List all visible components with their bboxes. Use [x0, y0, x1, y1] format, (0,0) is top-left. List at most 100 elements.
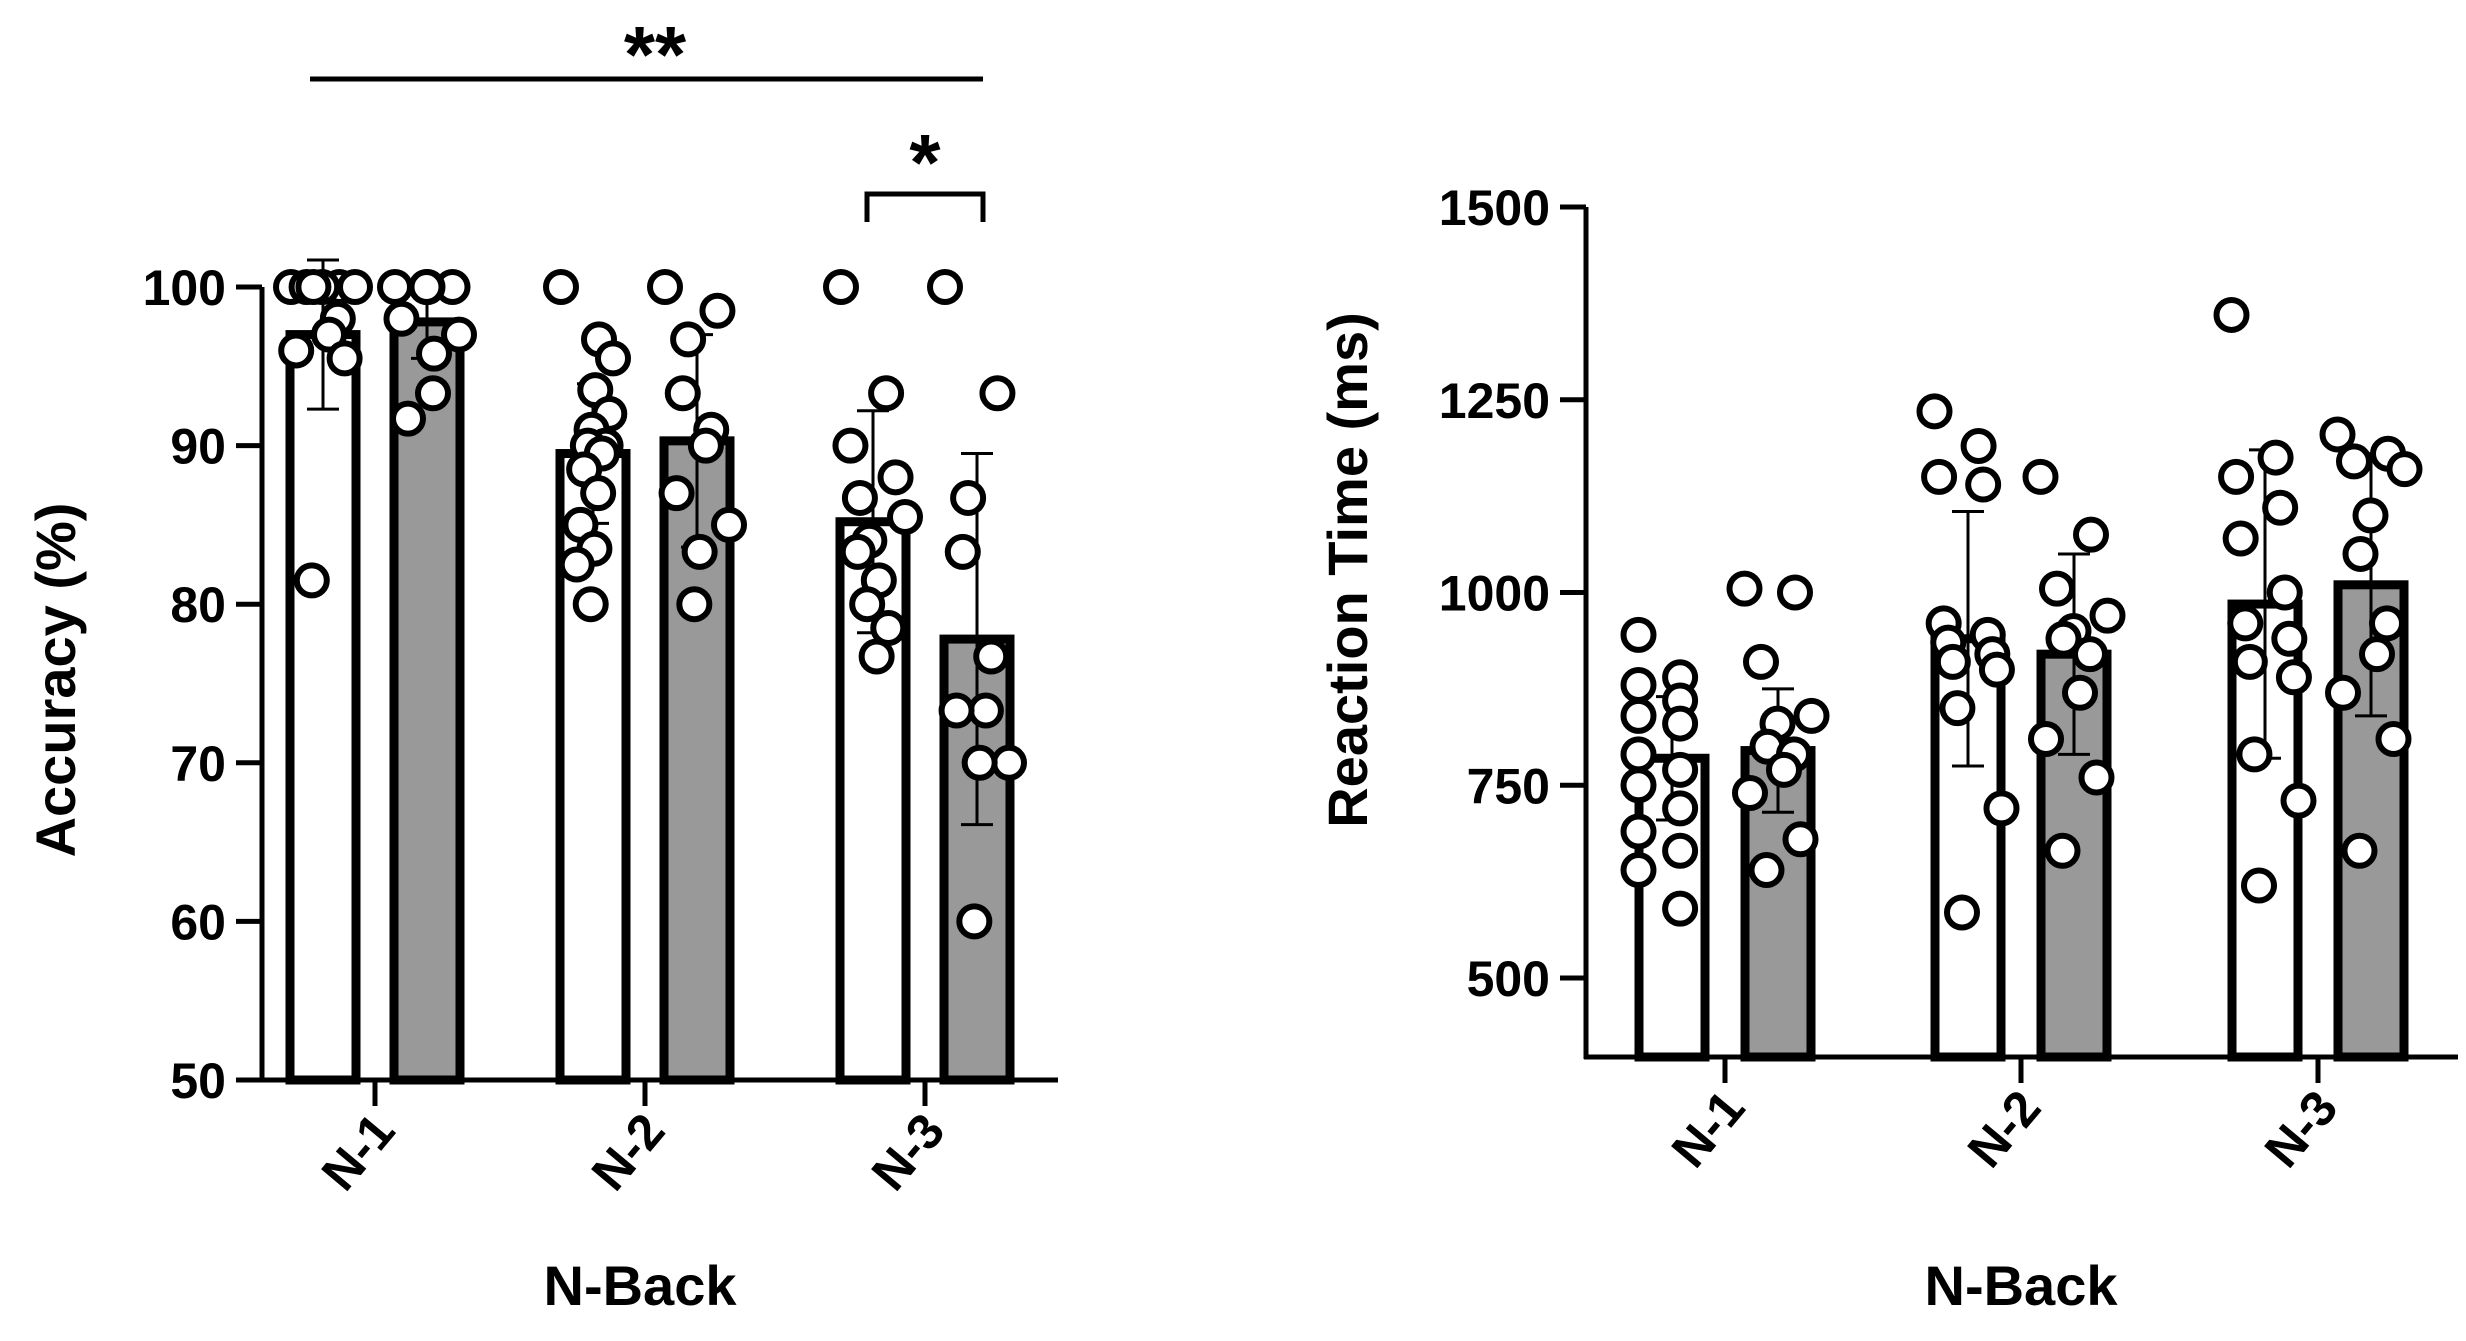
- data-point: [2218, 458, 2255, 495]
- data-point: [2078, 759, 2115, 796]
- x-tick-label-n-3: N-3: [2254, 1080, 2349, 1178]
- data-point: [2089, 597, 2126, 634]
- data-point: [927, 269, 963, 305]
- y-tick-label: 90: [170, 419, 226, 475]
- data-point: [2022, 458, 2059, 495]
- data-point: [2062, 674, 2098, 711]
- sig-label-single-star: *: [909, 118, 941, 207]
- data-point: [973, 638, 1010, 675]
- data-point: [408, 269, 445, 305]
- data-point: [2275, 659, 2312, 696]
- data-point: [295, 269, 332, 305]
- data-point: [647, 269, 683, 305]
- data-point: [2236, 736, 2273, 773]
- data-point: [887, 498, 923, 535]
- data-point: [868, 375, 905, 412]
- y-tick-label: 70: [170, 736, 226, 792]
- significance-annotations: ** *: [310, 10, 986, 222]
- data-point: [956, 903, 993, 940]
- data-point: [1662, 790, 1699, 827]
- data-point: [2045, 620, 2082, 657]
- data-point: [595, 340, 631, 377]
- data-point: [2341, 832, 2378, 869]
- data-point: [944, 533, 981, 570]
- data-point: [664, 375, 701, 412]
- data-point: [1620, 616, 1657, 653]
- data-point: [1620, 767, 1657, 804]
- data-point: [681, 533, 718, 570]
- data-point: [383, 300, 420, 337]
- data-point: [1620, 813, 1657, 850]
- data-point: [823, 269, 859, 305]
- series-gray: [1726, 416, 2423, 1062]
- data-point: [1960, 428, 1997, 465]
- y-tick-label: 50: [170, 1053, 226, 1109]
- data-point: [558, 546, 595, 583]
- data-point: [979, 375, 1016, 412]
- data-point: [1662, 705, 1699, 742]
- sig-label-double-star: **: [624, 10, 687, 99]
- data-point: [839, 533, 876, 570]
- data-point: [2039, 570, 2075, 607]
- data-point: [1793, 697, 1830, 734]
- data-point: [2319, 416, 2356, 453]
- data-point: [699, 292, 736, 329]
- reaction-time-x-axis-title: N-Back: [1925, 1254, 2119, 1317]
- data-point: [2271, 620, 2308, 657]
- data-point: [580, 475, 617, 512]
- accuracy-x-axis-title: N-Back: [544, 1254, 738, 1317]
- data-point: [278, 332, 315, 369]
- data-point: [858, 638, 895, 675]
- y-tick-label: 100: [143, 260, 226, 316]
- reaction-time-y-axis-title: Reaction Time (ms): [1316, 312, 1379, 828]
- data-point: [2386, 451, 2423, 488]
- data-point: [2266, 574, 2303, 611]
- data-point: [1732, 774, 1768, 811]
- data-point: [2227, 605, 2264, 642]
- data-point: [1620, 852, 1657, 889]
- data-point: [849, 586, 886, 623]
- data-point: [1662, 832, 1699, 869]
- data-point: [676, 586, 713, 623]
- data-point: [1916, 393, 1953, 430]
- data-point: [1782, 821, 1819, 858]
- data-point: [1620, 667, 1657, 704]
- data-point: [441, 316, 477, 353]
- data-point: [2213, 296, 2250, 333]
- data-point: [711, 506, 747, 543]
- data-point: [1944, 894, 1980, 931]
- data-point: [877, 459, 914, 496]
- data-point: [2262, 489, 2299, 526]
- data-point: [2073, 516, 2109, 553]
- x-tick-label-n-1: N-1: [311, 1103, 406, 1201]
- accuracy-plot-area: [273, 258, 1027, 1085]
- y-tick-label: 750: [1467, 758, 1550, 814]
- data-point: [2241, 867, 2277, 904]
- data-point: [2257, 439, 2294, 476]
- x-tick-label-n-1: N-1: [1661, 1080, 1756, 1178]
- data-point: [293, 562, 330, 599]
- data-point: [326, 340, 363, 377]
- y-tick-label: 80: [170, 577, 226, 633]
- series-white: [273, 258, 923, 1085]
- data-point: [2359, 636, 2395, 673]
- series-white: [1620, 296, 2317, 1062]
- accuracy-chart: ** * 50 60 70 80 90 100 N-1 N-2 N-3 Accuracy (%)…: [24, 10, 1058, 1317]
- data-point: [841, 479, 878, 516]
- data-point: [1766, 751, 1802, 788]
- data-point: [1777, 574, 1813, 611]
- data-point: [1965, 466, 2002, 503]
- data-point: [1662, 751, 1699, 788]
- y-tick-label: 1000: [1439, 566, 1550, 622]
- sig-bracket-n3: [864, 191, 986, 222]
- bar-n-1: [285, 330, 361, 1085]
- data-point: [1934, 643, 1971, 680]
- data-point: [832, 427, 869, 464]
- data-point: [1620, 697, 1657, 734]
- data-point: [337, 269, 373, 305]
- data-point: [870, 609, 907, 646]
- data-point: [2222, 520, 2259, 557]
- x-tick-label-n-2: N-2: [581, 1103, 676, 1201]
- y-tick-label: 1500: [1439, 180, 1550, 236]
